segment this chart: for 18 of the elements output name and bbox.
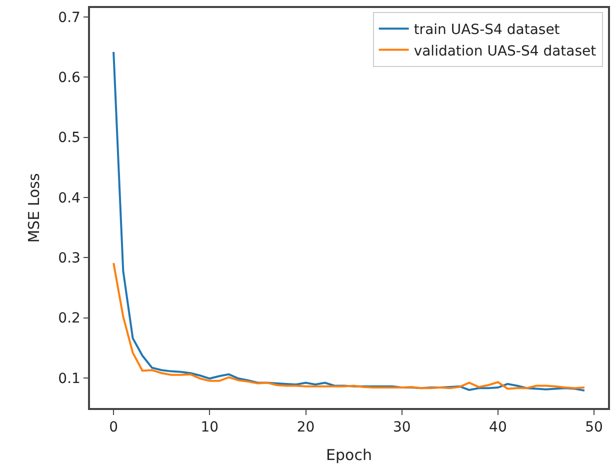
- x-tick-label: 30: [392, 420, 411, 436]
- legend-label: validation UAS-S4 dataset: [414, 43, 597, 60]
- x-axis-title: Epoch: [326, 446, 372, 464]
- y-tick-label: 0.4: [58, 190, 81, 206]
- x-tick-label: 10: [200, 420, 219, 436]
- y-axis-title: MSE Loss: [24, 173, 43, 243]
- x-tick-label: 50: [585, 420, 603, 436]
- y-tick-label: 0.7: [58, 10, 80, 26]
- line-series: [112, 262, 586, 390]
- x-tick-label: 40: [489, 420, 507, 436]
- x-tick-label: 20: [296, 420, 315, 436]
- y-tick-label: 0.3: [58, 250, 80, 267]
- legend-label: train UAS-S4 dataset: [414, 22, 560, 38]
- y-tick-label: 0.6: [58, 70, 81, 86]
- y-tick-label: 0.5: [58, 130, 80, 146]
- y-tick-label: 0.2: [58, 310, 80, 327]
- y-tick-label: 0.1: [58, 370, 80, 387]
- x-tick-label: 0: [109, 420, 118, 436]
